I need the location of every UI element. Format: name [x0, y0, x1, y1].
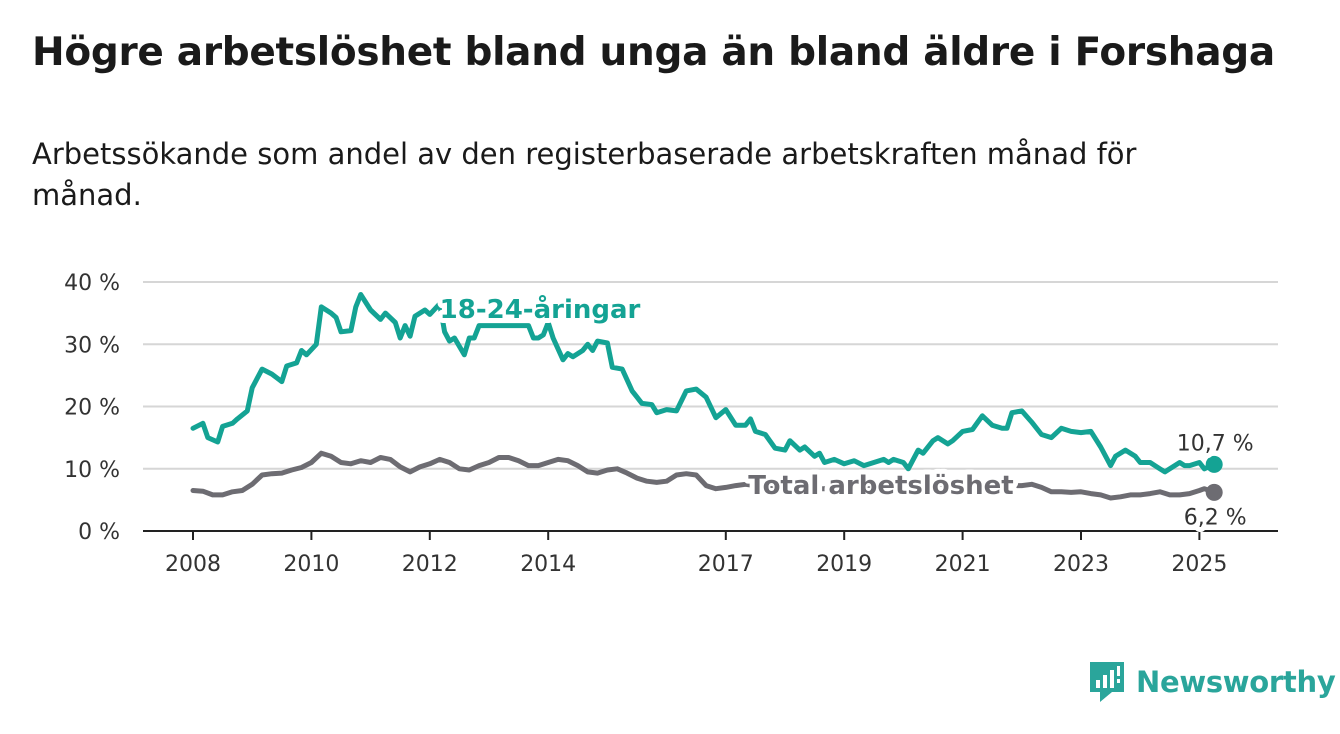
series-labels: 10,7 % 6,2 % 18-24-åringar Total arbetslösh… — [435, 288, 1259, 535]
series-line-18-24 — [190, 292, 1217, 475]
series-lines — [190, 292, 1223, 501]
end-point-18-24 — [1205, 455, 1223, 473]
x-tick-label: 2025 — [1171, 552, 1227, 577]
y-tick-label: 40 % — [64, 271, 120, 296]
line-chart: 0 % 10 % 20 % 30 % 40 % 2008 2010 2012 2014 2017… — [64, 271, 1278, 577]
y-axis-ticks: 0 % 10 % 20 % 30 % 40 % — [64, 271, 120, 545]
x-tick-label: 2017 — [698, 552, 754, 577]
x-tick-label: 2012 — [402, 552, 458, 577]
y-tick-label: 30 % — [64, 333, 120, 358]
series-line-total — [190, 450, 1217, 501]
x-axis-ticks: 2008 2010 2012 2014 2017 2019 2021 2023 2025 — [165, 531, 1227, 577]
newsworthy-logo: Newsworthy — [1088, 660, 1336, 704]
chart-subtitle: Arbetssökande som andel av den registerb… — [32, 137, 1137, 212]
y-tick-label: 10 % — [64, 458, 120, 483]
end-point-total — [1205, 483, 1223, 501]
x-tick-label: 2023 — [1053, 552, 1109, 577]
end-label-total: 6,2 % — [1184, 505, 1247, 530]
x-tick-label: 2010 — [283, 552, 339, 577]
y-tick-label: 20 % — [64, 396, 120, 421]
brand-name: Newsworthy — [1136, 665, 1336, 699]
series-label-18-24: 18-24-åringar — [440, 293, 641, 325]
series-label-total: Total arbetslöshet — [748, 471, 1013, 501]
x-tick-label: 2008 — [165, 552, 221, 577]
newsworthy-logo-icon — [1090, 662, 1124, 702]
gridlines — [143, 281, 1278, 532]
x-tick-label: 2019 — [816, 552, 872, 577]
end-label-18-24: 10,7 % — [1177, 431, 1254, 456]
x-tick-label: 2021 — [935, 552, 991, 577]
y-tick-label: 0 % — [78, 520, 120, 545]
x-tick-label: 2014 — [520, 552, 576, 577]
chart-title: Högre arbetslöshet bland unga än bland ä… — [32, 30, 1275, 75]
